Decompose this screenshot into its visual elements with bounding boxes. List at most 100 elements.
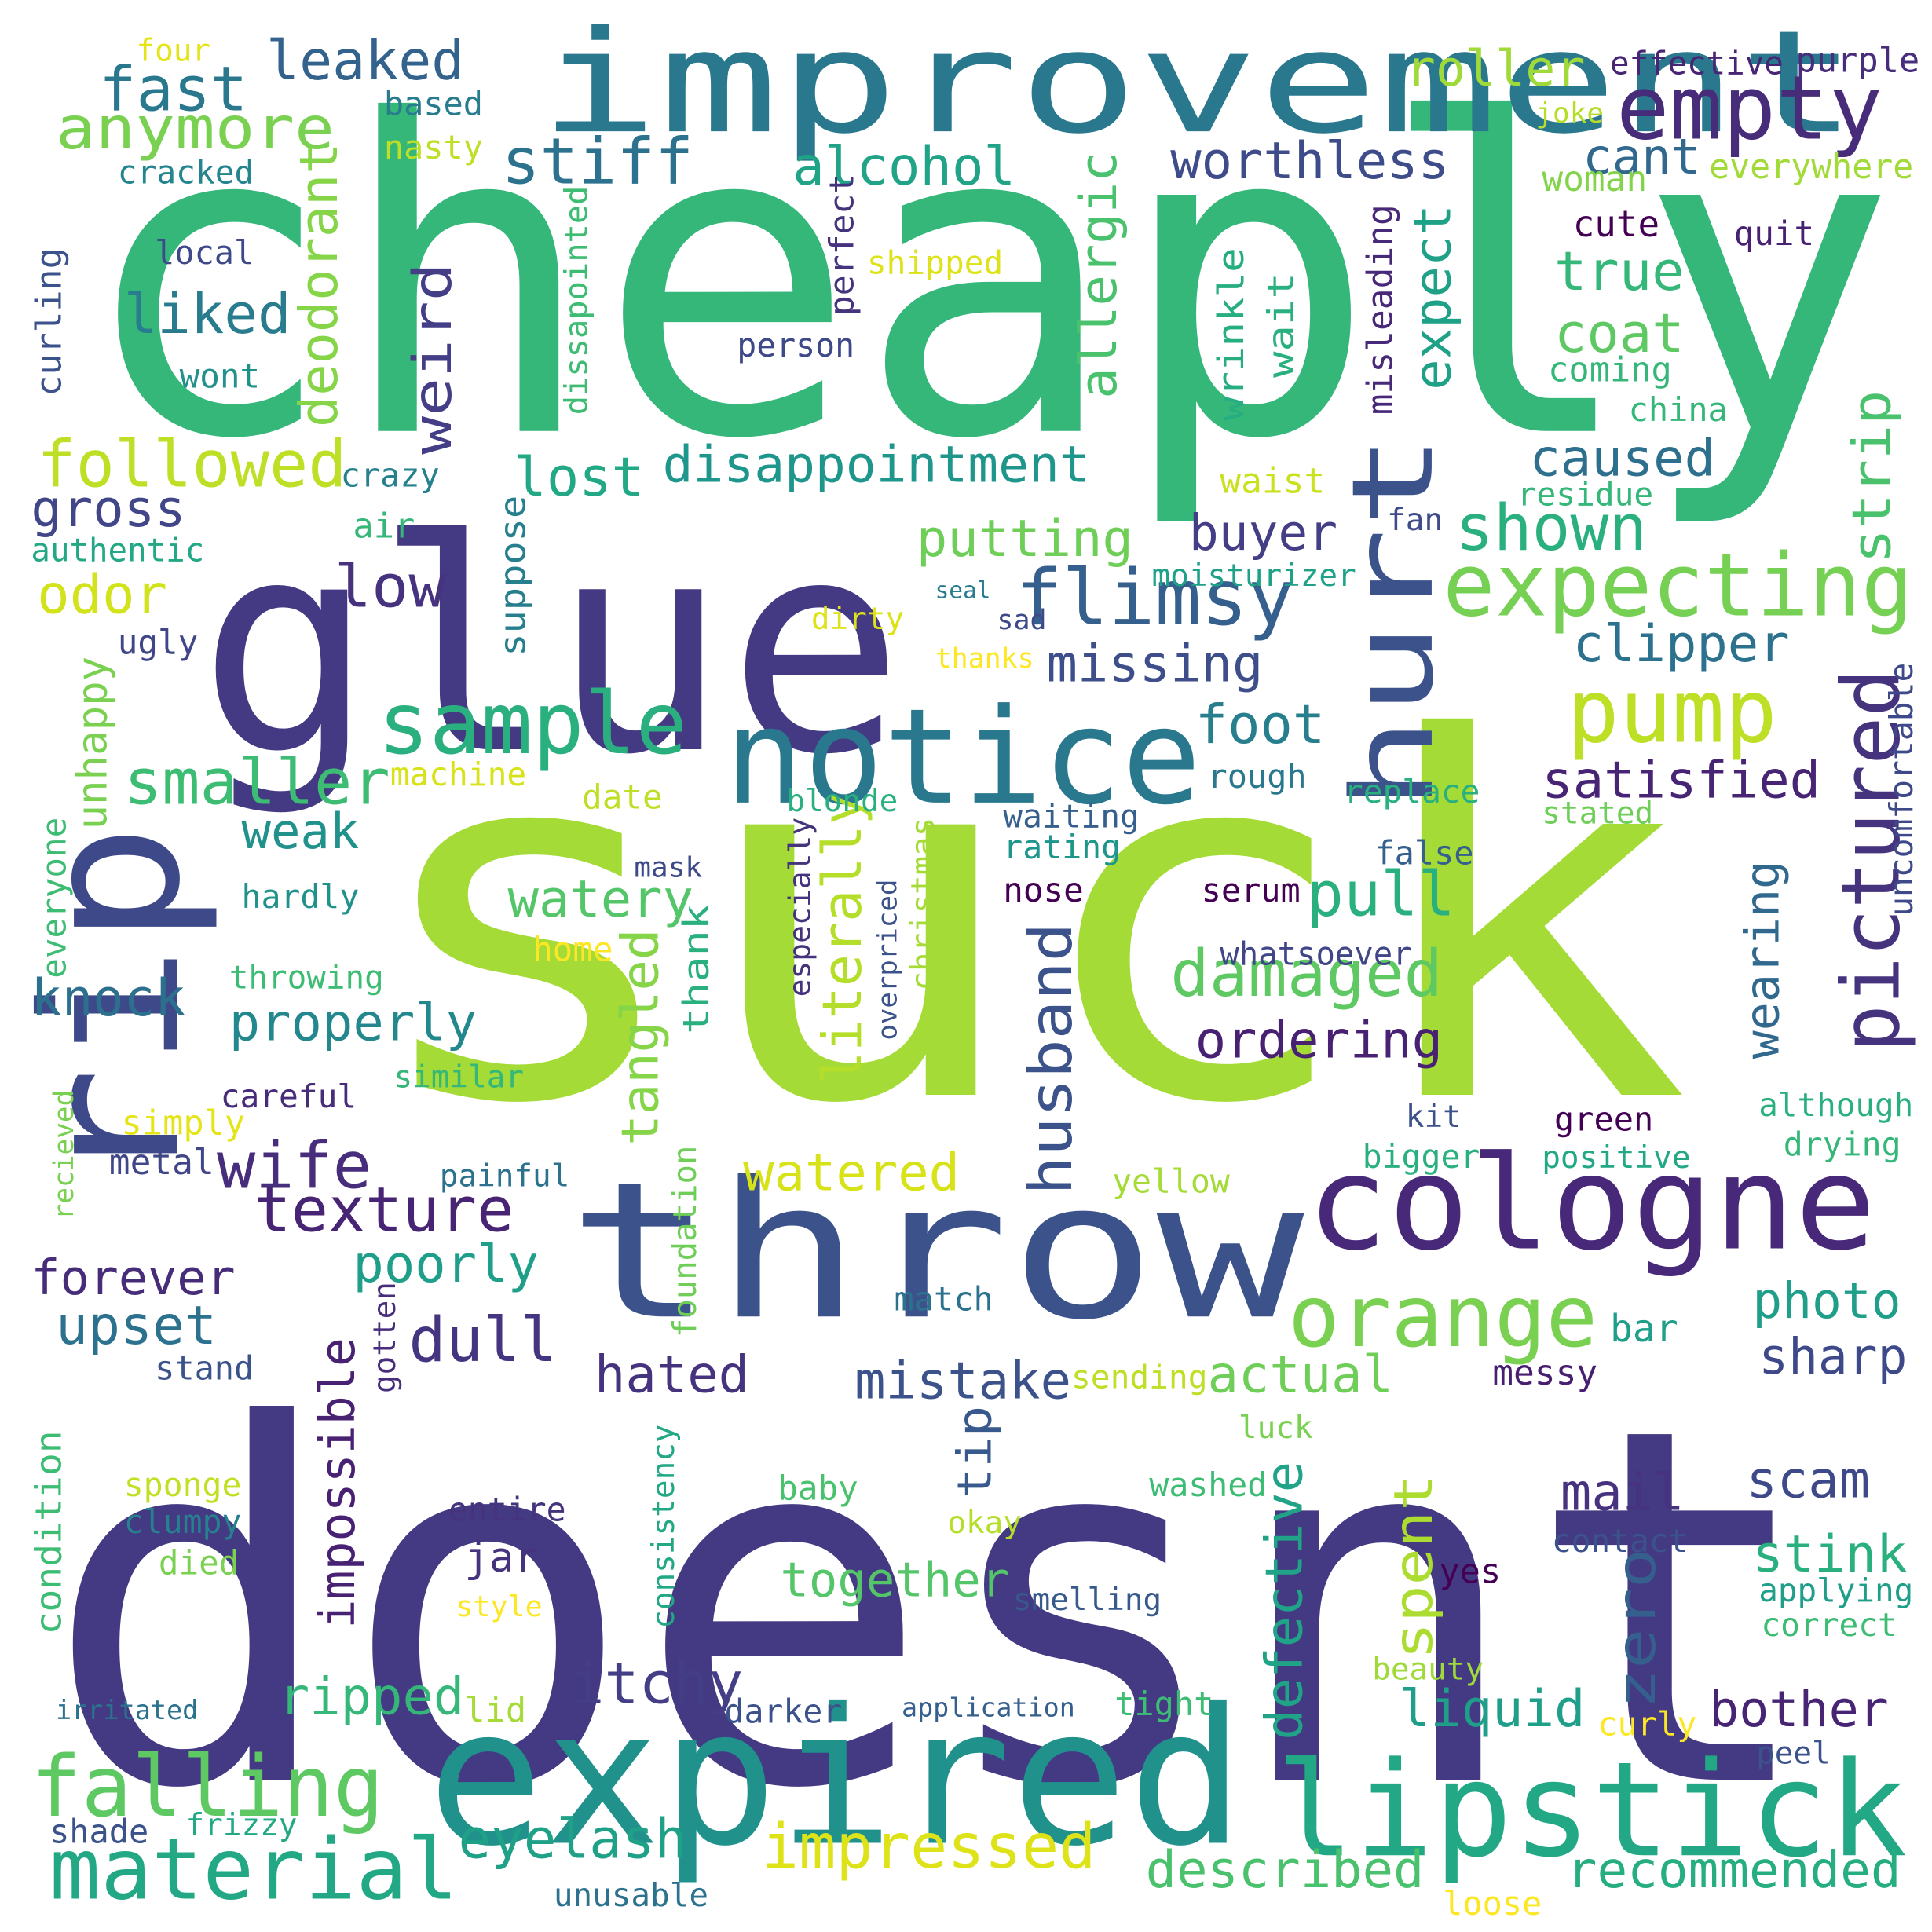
word-ripped: ripped — [279, 1667, 465, 1726]
word-followed: followed — [37, 428, 346, 503]
word-deodorant: deodorant — [288, 142, 349, 427]
word-smelling: smelling — [1013, 1583, 1162, 1618]
word-sponge: sponge — [124, 1466, 242, 1504]
word-wrinkle: wrinkle — [1210, 247, 1252, 421]
word-gross: gross — [31, 479, 185, 539]
word-doesnt: doesnt — [43, 1323, 1820, 1896]
word-itchy: itchy — [569, 1650, 743, 1717]
word-notice: notice — [725, 680, 1202, 834]
word-cologne: cologne — [1307, 1129, 1876, 1279]
word-peel: peel — [1756, 1736, 1831, 1772]
word-liquid: liquid — [1400, 1679, 1586, 1739]
word-pull: pull — [1307, 858, 1455, 930]
word-foot: foot — [1195, 693, 1326, 756]
word-person: person — [737, 327, 854, 364]
word-watered: watered — [743, 1143, 960, 1202]
word-unusable: unusable — [554, 1876, 708, 1914]
word-careful: careful — [221, 1078, 357, 1115]
word-husband: husband — [1016, 923, 1085, 1195]
word-seal: seal — [935, 577, 991, 604]
word-weak: weak — [242, 803, 360, 860]
word-blonde: blonde — [786, 784, 898, 819]
word-throw: throw — [567, 1141, 1304, 1361]
word-applying: applying — [1758, 1572, 1913, 1609]
word-shipped: shipped — [867, 244, 1003, 282]
word-knock: knock — [31, 968, 185, 1028]
word-scam: scam — [1746, 1451, 1870, 1510]
word-eyelash: eyelash — [458, 1808, 687, 1871]
word-perfect: perfect — [823, 174, 862, 316]
word-quit: quit — [1734, 214, 1815, 254]
word-joke: joke — [1535, 97, 1604, 130]
word-everyone: everyone — [35, 818, 75, 979]
word-satisfied: satisfied — [1542, 751, 1820, 810]
word-zero: zero — [1605, 1548, 1667, 1709]
word-expecting: expecting — [1443, 536, 1913, 637]
word-especially: especially — [782, 818, 817, 997]
word-entire: entire — [448, 1491, 566, 1528]
word-although: although — [1758, 1086, 1913, 1124]
word-low: low — [335, 552, 447, 621]
word-bar: bar — [1610, 1307, 1678, 1351]
word-bigger: bigger — [1363, 1138, 1480, 1176]
word-air: air — [353, 506, 415, 546]
word-clipper: clipper — [1573, 614, 1790, 674]
word-woman: woman — [1542, 159, 1647, 199]
word-date: date — [582, 778, 663, 818]
word-cant: cant — [1583, 128, 1700, 185]
word-texture: texture — [254, 1173, 514, 1246]
word-together: together — [780, 1553, 1009, 1608]
word-fast: fast — [99, 53, 247, 125]
word-nose: nose — [1003, 871, 1084, 910]
word-impossible: impossible — [309, 1337, 366, 1629]
word-clumpy: clumpy — [124, 1503, 242, 1541]
word-residue: residue — [1517, 475, 1653, 513]
word-glue: glue — [198, 478, 904, 819]
word-coat: coat — [1554, 302, 1685, 365]
word-contact: contact — [1552, 1522, 1688, 1560]
word-suck: suck — [359, 635, 1690, 1212]
word-hurt: hurt — [1328, 434, 1458, 811]
word-china: china — [1629, 390, 1728, 429]
word-drying: drying — [1784, 1125, 1901, 1163]
word-improvement: improvement — [539, 0, 1857, 165]
word-simply: simply — [122, 1103, 246, 1143]
word-misleading: misleading — [1360, 204, 1400, 415]
word-cheaply: cheaply — [77, 30, 1897, 533]
word-sharp: sharp — [1758, 1328, 1907, 1385]
word-ugly: ugly — [118, 624, 199, 663]
word-actual: actual — [1208, 1345, 1394, 1404]
word-leaked: leaked — [266, 29, 464, 93]
word-home: home — [532, 931, 613, 970]
word-unhappy: unhappy — [69, 657, 117, 830]
word-forever: forever — [31, 1250, 235, 1306]
word-expect: expect — [1403, 204, 1463, 390]
word-true: true — [1554, 240, 1685, 303]
word-christmas: christmas — [904, 818, 942, 991]
word-throwing: throwing — [229, 958, 384, 996]
word-darker: darker — [725, 1693, 843, 1731]
word-empty: empty — [1616, 57, 1883, 160]
word-falling: falling — [31, 1739, 383, 1836]
word-suppose: suppose — [492, 496, 534, 657]
word-pump: pump — [1567, 662, 1777, 763]
word-match: match — [895, 1279, 993, 1318]
word-jar: jar — [464, 1534, 539, 1582]
word-dirty: dirty — [811, 602, 904, 637]
word-foundation: foundation — [666, 1146, 704, 1337]
word-lost: lost — [514, 446, 644, 509]
word-pictured: pictured — [1824, 669, 1917, 1053]
word-defective: defective — [1254, 1462, 1314, 1740]
word-bother: bother — [1709, 1680, 1889, 1738]
word-orange: orange — [1288, 1267, 1597, 1367]
word-expired: expired — [427, 1667, 1245, 1887]
word-flimsy: flimsy — [1015, 554, 1294, 643]
word-material: material — [49, 1820, 458, 1919]
word-dull: dull — [408, 1304, 557, 1376]
word-loose: loose — [1443, 1884, 1542, 1923]
word-poorly: poorly — [353, 1235, 539, 1294]
word-cute: cute — [1573, 203, 1659, 245]
word-worthless: worthless — [1170, 131, 1449, 191]
word-waist: waist — [1220, 462, 1325, 502]
word-yes: yes — [1439, 1551, 1501, 1591]
